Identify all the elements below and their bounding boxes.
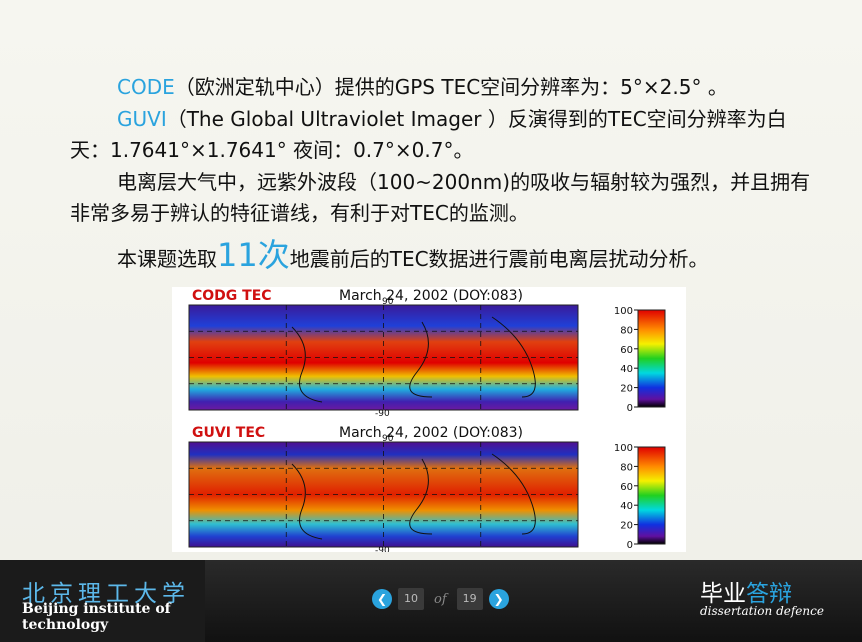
- highlight: 11次: [217, 235, 290, 274]
- text: 地震前后的TEC数据进行震前电离层扰动分析。: [289, 246, 709, 271]
- paragraph: 本课题选取11次地震前后的TEC数据进行震前电离层扰动分析。: [70, 239, 822, 276]
- text: （The Global Ultraviolet Imager ）反演得到的TEC…: [70, 106, 787, 163]
- coastline: [291, 316, 536, 403]
- colorbar-tick-label: 60: [620, 482, 633, 493]
- colorbar-tick-label: 0: [627, 540, 633, 551]
- current-page: 10: [398, 588, 424, 610]
- lat-label: 90: [382, 297, 394, 307]
- footer: 北京理工大学 Beijing institute of technology ❮…: [0, 560, 862, 642]
- text: （欧洲定轨中心）提供的GPS TEC空间分辨率为：5°×2.5° 。: [174, 75, 728, 99]
- brand: 毕业答辩: [700, 574, 792, 608]
- panel-date: March 24, 2002 (DOY:083): [339, 288, 523, 304]
- text: 电离层大气中，远紫外波段（100~200nm)的吸收与辐射较为强烈，并且拥有非常…: [70, 169, 811, 226]
- panel-label: GUVI TEC: [192, 425, 265, 441]
- colorbar-tick-label: 20: [620, 384, 633, 395]
- lat-label: -90: [375, 409, 390, 419]
- brand-blue: 答辩: [746, 581, 792, 607]
- brand-en: dissertation defence: [700, 604, 824, 618]
- colorbar-tick-label: 40: [620, 501, 633, 512]
- colorbar-tick-label: 80: [620, 462, 633, 473]
- colorbar-tick-label: 80: [620, 325, 633, 336]
- lat-label: -90: [375, 546, 390, 552]
- body-text: CODE（欧洲定轨中心）提供的GPS TEC空间分辨率为：5°×2.5° 。 G…: [70, 72, 822, 275]
- paragraph: 电离层大气中，远紫外波段（100~200nm)的吸收与辐射较为强烈，并且拥有非常…: [70, 167, 822, 230]
- paragraph: CODE（欧洲定轨中心）提供的GPS TEC空间分辨率为：5°×2.5° 。: [70, 72, 822, 104]
- colorbar-tick-label: 0: [627, 403, 633, 414]
- highlight: CODE: [117, 75, 175, 99]
- colorbar-tick-label: 100: [614, 443, 633, 454]
- paragraph: GUVI（The Global Ultraviolet Imager ）反演得到…: [70, 104, 822, 167]
- brand-white: 毕业: [700, 581, 746, 607]
- logo: 北京理工大学 Beijing institute of technology: [0, 560, 205, 642]
- colorbar: [637, 446, 666, 545]
- panel-date: March 24, 2002 (DOY:083): [339, 425, 523, 441]
- colorbar-tick-label: 20: [620, 521, 633, 532]
- pager: ❮ 10 of 19 ❯: [372, 587, 509, 611]
- page-separator: of: [434, 591, 447, 607]
- panel-label: CODG TEC: [192, 288, 272, 304]
- highlight: GUVI: [117, 106, 167, 131]
- colorbar-tick-label: 100: [614, 306, 633, 317]
- text: 本课题选取: [117, 246, 217, 271]
- total-pages: 19: [456, 588, 483, 610]
- colorbar-tick-label: 60: [620, 345, 633, 356]
- school-en: Beijing institute of technology: [22, 601, 171, 633]
- tec-figure: CODG TEC March 24, 2002 (DOY:083)90-90100…: [172, 287, 686, 552]
- school-cn: 北京理工大学: [22, 581, 190, 607]
- lat-label: 90: [382, 434, 394, 444]
- colorbar: [637, 309, 666, 408]
- coastline: [291, 453, 536, 540]
- next-button[interactable]: ❯: [488, 589, 509, 609]
- prev-button[interactable]: ❮: [372, 589, 392, 609]
- colorbar-tick-label: 40: [620, 364, 633, 375]
